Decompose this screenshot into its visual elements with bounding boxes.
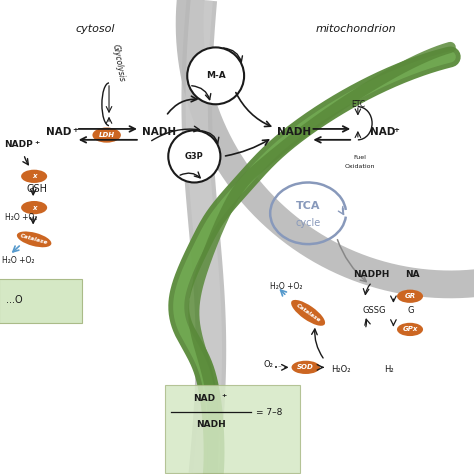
Text: x: x [32,205,36,210]
Text: Fuel: Fuel [354,155,367,160]
Text: cycle: cycle [295,218,321,228]
Text: LDH: LDH [99,132,115,138]
Ellipse shape [292,361,320,374]
Text: NAD: NAD [46,127,71,137]
Ellipse shape [21,170,47,183]
Text: NADP: NADP [4,140,33,149]
Text: H₂O +O₂: H₂O +O₂ [270,282,303,291]
FancyBboxPatch shape [0,279,82,323]
Text: G3P: G3P [185,152,204,161]
Text: NADH: NADH [142,127,176,137]
Text: Catalase: Catalase [19,233,49,246]
Ellipse shape [17,231,51,247]
Text: H₂O +O₂: H₂O +O₂ [5,213,37,222]
Text: Glycolysis: Glycolysis [111,44,126,82]
Text: = 7–8: = 7–8 [256,408,283,417]
Text: GR: GR [404,293,416,299]
Text: GSH: GSH [26,184,47,194]
Text: M-A: M-A [206,72,226,80]
Text: Catalase: Catalase [295,302,321,323]
Text: G: G [408,306,414,315]
FancyBboxPatch shape [165,385,300,473]
Text: ETC: ETC [351,100,365,109]
Ellipse shape [397,290,423,303]
Text: ...O: ...O [6,295,22,305]
Ellipse shape [397,323,423,336]
Text: GSSG: GSSG [363,306,386,315]
Text: H₂: H₂ [384,365,393,374]
Text: +: + [72,127,78,133]
Text: cytosol: cytosol [75,24,115,34]
Ellipse shape [92,128,121,143]
Text: GPx: GPx [402,327,418,332]
Text: Oxidation: Oxidation [345,164,375,169]
Circle shape [187,47,244,104]
Text: NADPH: NADPH [353,270,390,279]
Text: mitochondrion: mitochondrion [315,24,396,34]
Circle shape [168,130,220,182]
Text: H₂O +O₂: H₂O +O₂ [2,256,35,265]
Ellipse shape [21,201,47,214]
Text: O₂: O₂ [263,360,273,369]
Text: +: + [393,127,399,133]
Text: NAD: NAD [370,127,395,137]
Text: TCA: TCA [296,201,320,211]
Text: +: + [222,393,227,398]
Text: NAD: NAD [193,393,215,402]
Text: NADH: NADH [196,419,226,428]
Ellipse shape [291,300,325,326]
Text: NADH: NADH [277,127,311,137]
Text: +: + [34,140,39,145]
Text: H₂O₂: H₂O₂ [331,365,350,374]
Text: •⁻: •⁻ [274,365,282,371]
Text: x: x [32,173,36,179]
Text: SOD: SOD [297,365,314,370]
Text: NA: NA [405,270,420,279]
